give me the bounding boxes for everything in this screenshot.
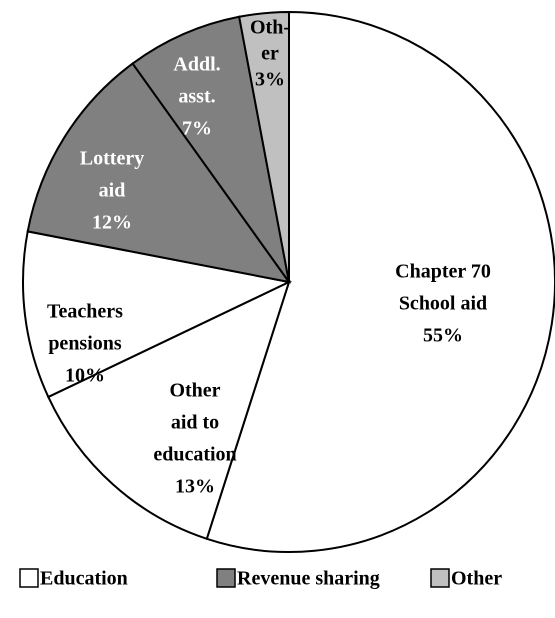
slice-label: Chapter 70 bbox=[395, 261, 491, 283]
slice-label: er bbox=[261, 43, 279, 65]
slice-value-label: 12% bbox=[92, 212, 132, 234]
pie-slice bbox=[237, 10, 290, 283]
pie-slice bbox=[131, 15, 290, 283]
legend-swatch bbox=[19, 568, 39, 588]
slice-label: aid bbox=[99, 180, 126, 202]
slice-value-label: 55% bbox=[423, 325, 463, 347]
slice-label: Teachers bbox=[47, 301, 123, 323]
pie-slice bbox=[22, 230, 293, 399]
pie-slice bbox=[46, 280, 291, 541]
legend-swatch bbox=[216, 568, 236, 588]
slice-value-label: 10% bbox=[65, 365, 105, 387]
slice-label: Other bbox=[169, 380, 220, 402]
slice-label: Oth- bbox=[250, 17, 290, 39]
slice-label: Addl. bbox=[173, 54, 220, 76]
slice-label: education bbox=[153, 444, 236, 466]
slice-label: asst. bbox=[178, 86, 215, 108]
legend-label: Education bbox=[40, 568, 128, 590]
pie-slice bbox=[205, 10, 555, 553]
slice-label: Lottery bbox=[80, 148, 144, 170]
slice-label: aid to bbox=[171, 412, 219, 434]
pie-slice bbox=[26, 62, 292, 284]
slice-value-label: 3% bbox=[255, 69, 285, 91]
legend-label: Revenue sharing bbox=[237, 568, 380, 590]
legend-swatch bbox=[430, 568, 450, 588]
slice-label: pensions bbox=[48, 333, 122, 355]
slice-value-label: 7% bbox=[182, 118, 212, 140]
slice-value-label: 13% bbox=[175, 476, 215, 498]
slice-label: School aid bbox=[399, 293, 487, 315]
legend-label: Other bbox=[451, 568, 502, 590]
